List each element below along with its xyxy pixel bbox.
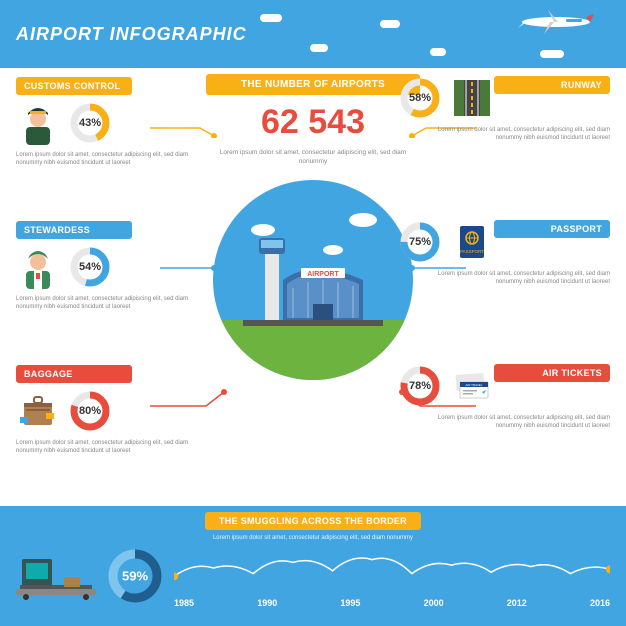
runway-icon bbox=[450, 76, 494, 120]
stat-description: Lorem ipsum dolor sit amet, consectetur … bbox=[434, 270, 610, 287]
stat-tickets: AIR TICKETS AIR TRAVEL 78% Lorem ipsum d… bbox=[434, 364, 610, 431]
stat-banner: PASSPORT bbox=[494, 220, 610, 238]
stat-baggage: BAGGAGE 80% Lorem ipsum dolor sit amet, … bbox=[16, 364, 192, 456]
center-panel: THE NUMBER OF AIRPORTS 62 543 Lorem ipsu… bbox=[206, 74, 420, 380]
stat-description: Lorem ipsum dolor sit amet, consectetur … bbox=[434, 414, 610, 431]
center-description: Lorem ipsum dolor sit amet, consectetur … bbox=[206, 148, 420, 166]
stat-passport: PASSPORT PASSPORT 75% Lorem ipsum dolor … bbox=[434, 220, 610, 287]
stat-banner: BAGGAGE bbox=[16, 365, 132, 383]
stat-donut: 78% bbox=[400, 366, 440, 406]
year-label: 1985 bbox=[174, 598, 194, 608]
year-label: 1995 bbox=[340, 598, 360, 608]
passport-icon: PASSPORT bbox=[450, 220, 494, 264]
smuggling-percent: 59% bbox=[122, 569, 148, 584]
year-label: 2000 bbox=[424, 598, 444, 608]
cloud-icon bbox=[540, 50, 564, 58]
stat-percent: 78% bbox=[409, 380, 431, 392]
timeline-row: 59% 198519901995200020122016 bbox=[16, 548, 610, 604]
stat-description: Lorem ipsum dolor sit amet, consectetur … bbox=[434, 126, 610, 143]
stat-donut: 80% bbox=[70, 391, 110, 431]
stat-banner: AIR TICKETS bbox=[494, 364, 610, 382]
cloud-icon bbox=[260, 14, 282, 22]
stat-banner: CUSTOMS CONTROL bbox=[16, 77, 132, 95]
cloud-icon bbox=[430, 48, 446, 56]
cloud-icon bbox=[310, 44, 328, 52]
scanner-icon bbox=[16, 551, 96, 601]
airports-count: 62 543 bbox=[206, 103, 420, 142]
year-label: 2016 bbox=[590, 598, 610, 608]
main-content: THE NUMBER OF AIRPORTS 62 543 Lorem ipsu… bbox=[0, 68, 626, 506]
customs-officer-icon bbox=[16, 101, 60, 145]
stat-description: Lorem ipsum dolor sit amet, consectetur … bbox=[16, 439, 192, 456]
bottom-description: Lorem ipsum dolor sit amet, consectetur … bbox=[16, 534, 610, 542]
stat-percent: 54% bbox=[79, 261, 101, 273]
stewardess-icon bbox=[16, 245, 60, 289]
stat-description: Lorem ipsum dolor sit amet, consectetur … bbox=[16, 295, 192, 312]
svg-text:AIR TRAVEL: AIR TRAVEL bbox=[465, 383, 483, 387]
smuggling-donut: 59% bbox=[108, 549, 162, 603]
bottom-panel: THE SMUGGLING ACROSS THE BORDER Lorem ip… bbox=[0, 506, 626, 626]
stat-percent: 43% bbox=[79, 117, 101, 129]
stat-percent: 80% bbox=[79, 405, 101, 417]
bottom-banner: THE SMUGGLING ACROSS THE BORDER bbox=[205, 512, 421, 530]
airport-illustration: AIRPORT bbox=[213, 180, 413, 380]
page-title: AIRPORT INFOGRAPHIC bbox=[16, 24, 247, 45]
tickets-icon: AIR TRAVEL bbox=[450, 364, 494, 408]
airport-sign-text: AIRPORT bbox=[307, 271, 339, 278]
stat-stewardess: STEWARDESS 54% Lorem ipsum dolor sit ame… bbox=[16, 220, 192, 312]
baggage-icon bbox=[16, 389, 60, 433]
center-banner: THE NUMBER OF AIRPORTS bbox=[206, 74, 420, 95]
year-label: 1990 bbox=[257, 598, 277, 608]
svg-text:PASSPORT: PASSPORT bbox=[460, 249, 484, 254]
stat-percent: 75% bbox=[409, 236, 431, 248]
timeline-years: 1985 1990 1995 2000 2012 2016 bbox=[174, 598, 610, 608]
stat-donut: 58% bbox=[400, 78, 440, 118]
stat-customs-officer: CUSTOMS CONTROL 43% Lorem ipsum dolor si… bbox=[16, 76, 192, 168]
stat-banner: STEWARDESS bbox=[16, 221, 132, 239]
header: AIRPORT INFOGRAPHIC bbox=[0, 0, 626, 68]
airplane-icon bbox=[516, 8, 596, 36]
timeline-chart: 198519901995200020122016 bbox=[174, 548, 610, 604]
cloud-icon bbox=[380, 20, 400, 28]
stat-donut: 43% bbox=[70, 103, 110, 143]
stat-donut: 54% bbox=[70, 247, 110, 287]
stat-description: Lorem ipsum dolor sit amet, consectetur … bbox=[16, 151, 192, 168]
stat-percent: 58% bbox=[409, 92, 431, 104]
stat-donut: 75% bbox=[400, 222, 440, 262]
stat-runway: RUNWAY 58% Lorem ipsum dolor sit amet, c… bbox=[434, 76, 610, 143]
stat-banner: RUNWAY bbox=[494, 76, 610, 94]
year-label: 2012 bbox=[507, 598, 527, 608]
